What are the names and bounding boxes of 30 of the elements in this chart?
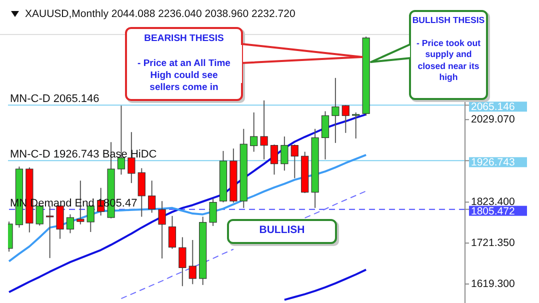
candlestick xyxy=(148,180,156,214)
line-series xyxy=(283,268,368,301)
candlestick xyxy=(260,100,268,160)
y-tick-label: 2029.070 xyxy=(471,114,515,126)
candlestick xyxy=(342,104,350,134)
candlestick xyxy=(280,136,288,172)
y-tick-label: 1721.350 xyxy=(471,237,515,250)
candlestick xyxy=(158,200,166,259)
text: BEARISH THESIS - Price at an All Time High could see sellers come in xyxy=(138,33,230,94)
candlestick xyxy=(270,144,278,176)
ref-line-label: MN-C-D 2065.146 xyxy=(10,93,100,106)
y-tick-label: 2065.146 xyxy=(471,101,515,114)
y-tick-label: 1926.743 xyxy=(471,156,515,169)
candlestick xyxy=(168,215,176,250)
line-series xyxy=(8,113,368,294)
candlestick xyxy=(138,168,146,218)
candlestick xyxy=(66,214,74,234)
candlestick xyxy=(321,110,330,160)
candlestick xyxy=(56,205,64,240)
candlestick xyxy=(209,198,217,226)
text: BULLISH THESIS - Price took out supply and closed near its high xyxy=(412,15,485,82)
candlestick xyxy=(332,77,340,144)
candlestick xyxy=(352,112,360,140)
candlestick xyxy=(46,205,54,259)
y-tick-label: 1619.300 xyxy=(471,278,515,290)
candlestick xyxy=(188,240,196,285)
chart-title: XAUUSD,Monthly 2044.088 2236.040 2038.960 2232.720 xyxy=(25,8,296,20)
candlestick xyxy=(290,144,298,179)
candlestick xyxy=(250,112,258,152)
candlestick xyxy=(178,236,186,287)
